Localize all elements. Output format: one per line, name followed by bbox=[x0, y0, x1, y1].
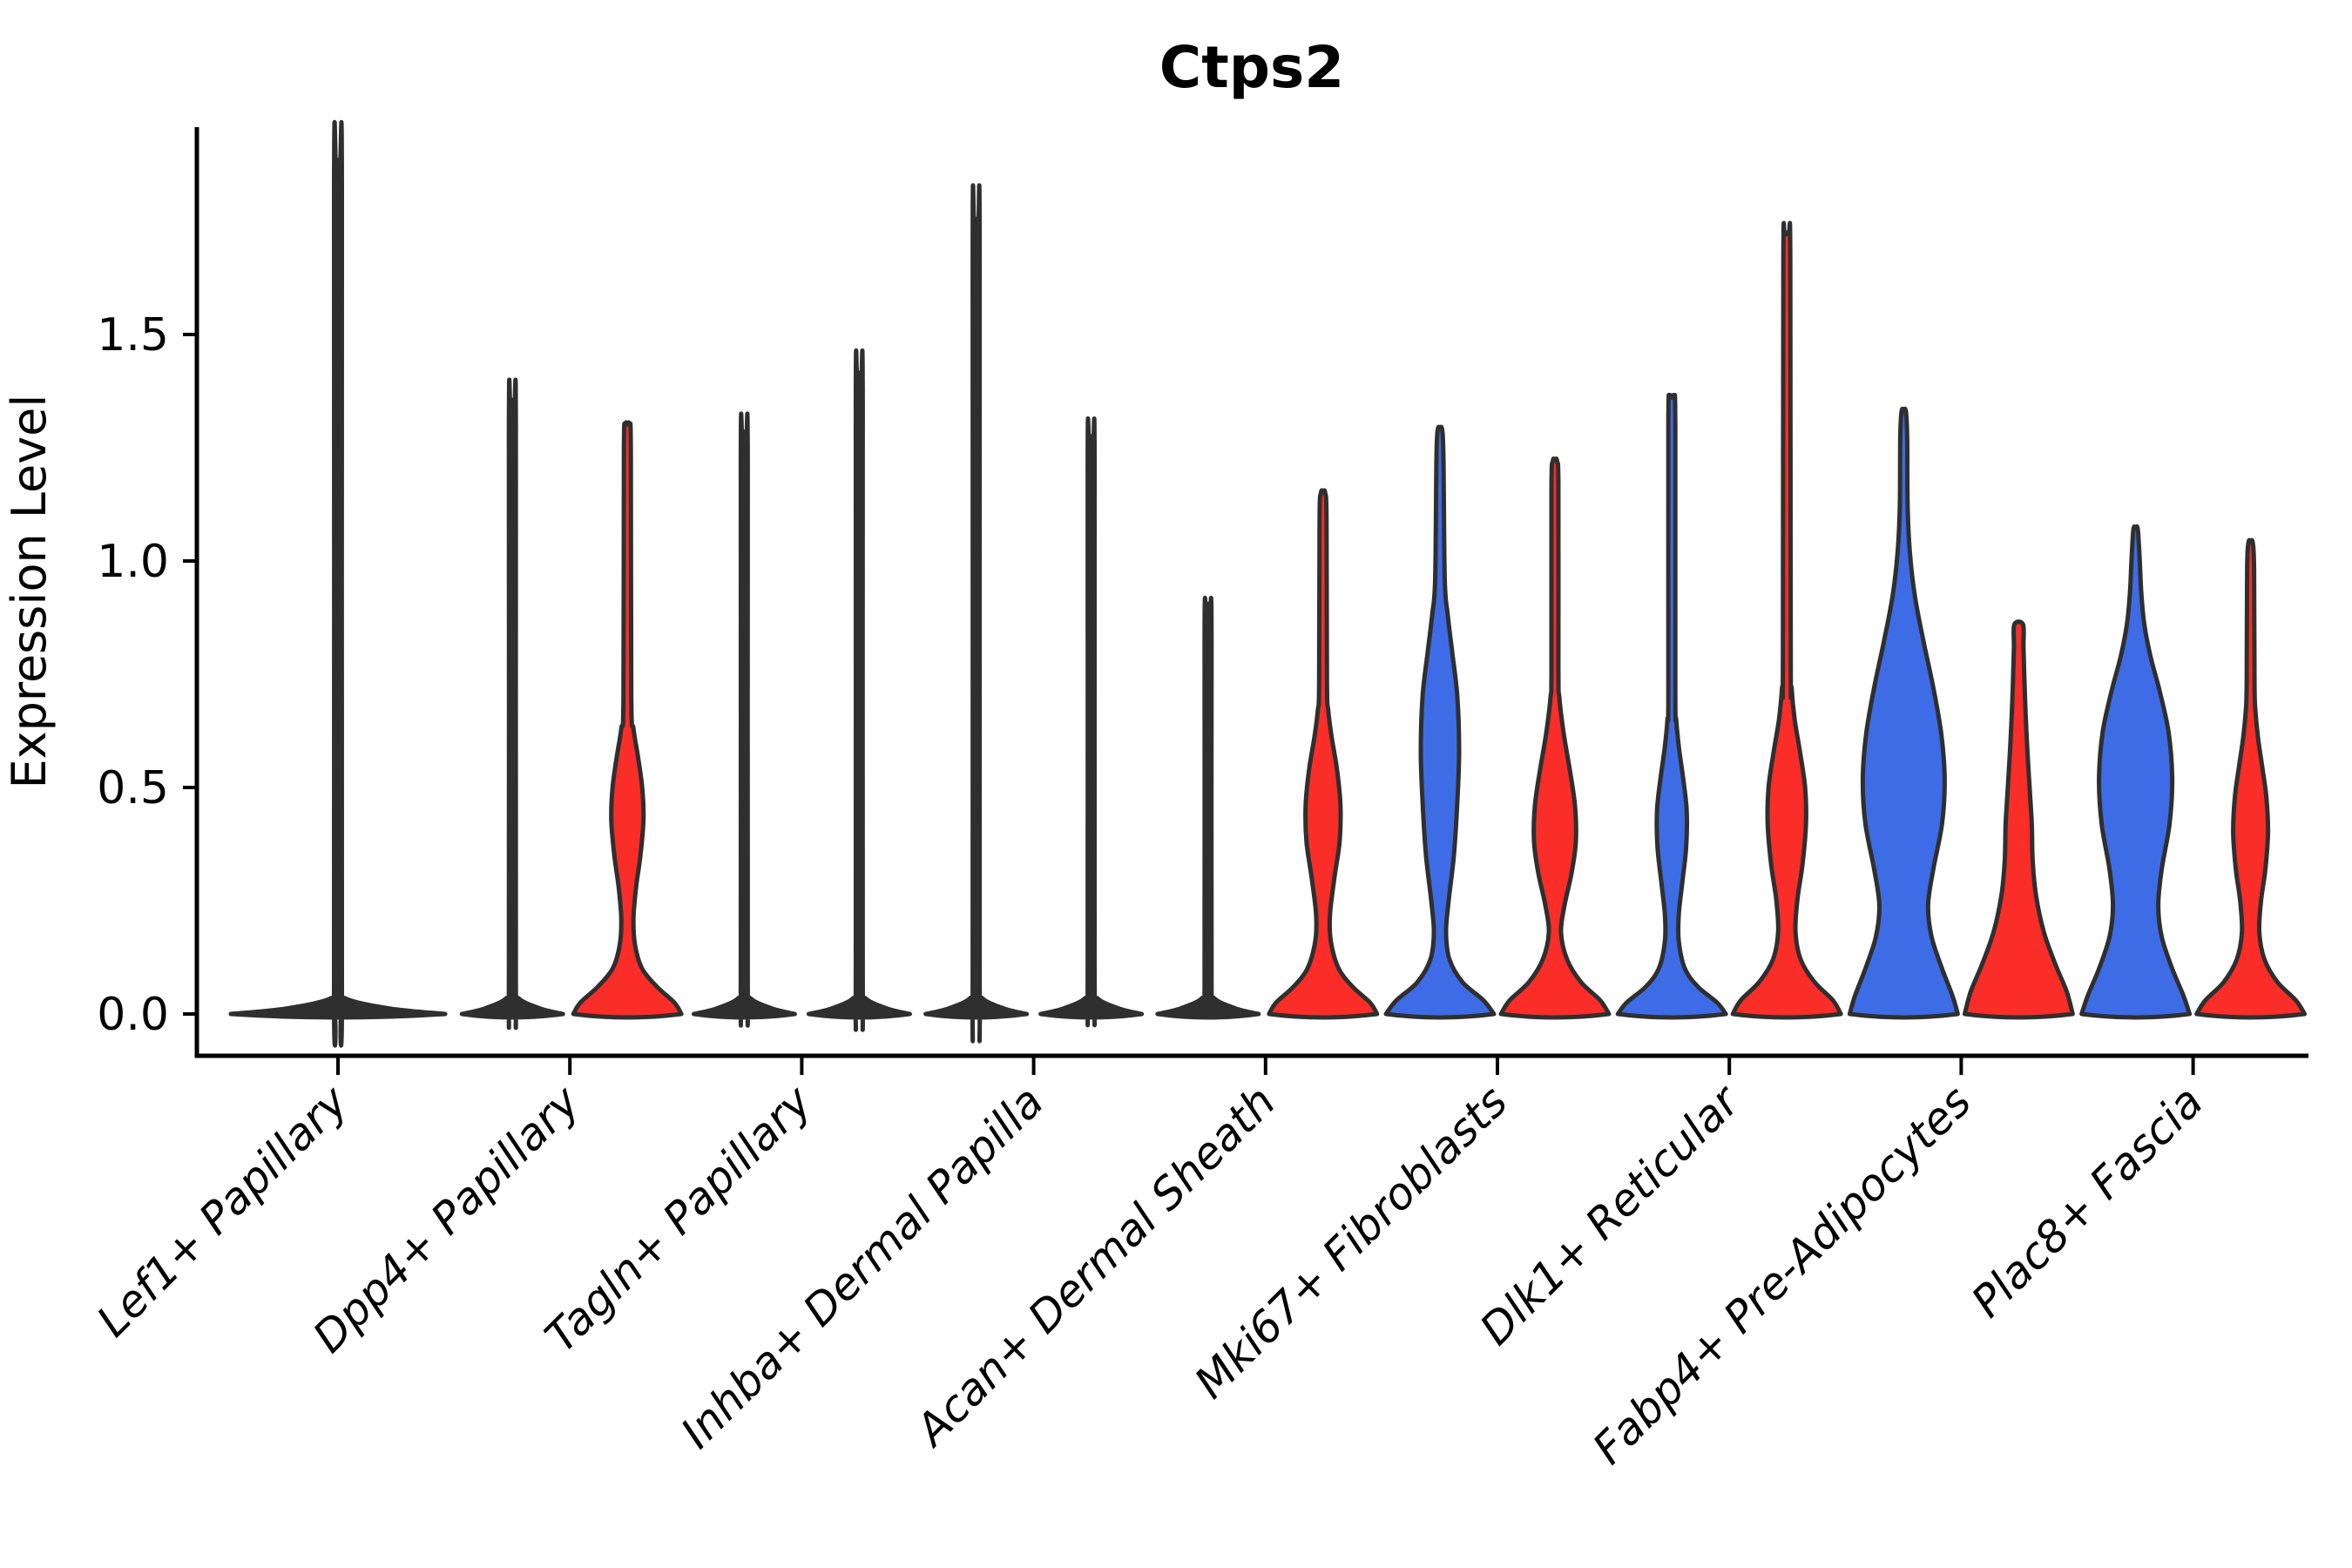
violin-dpp4-papillary-blue bbox=[459, 377, 565, 1031]
violin-plac8-fascia-red bbox=[2194, 537, 2308, 1020]
y-tick-label-0: 0.0 bbox=[97, 989, 169, 1041]
violin-inhba-dermal-papilla-blue bbox=[923, 183, 1030, 1044]
x-tick-label-lef1-papillary: Lef1+ Papillary bbox=[87, 1075, 358, 1346]
violin-acan-dermal-sheath-red bbox=[1267, 488, 1380, 1020]
axes-layer bbox=[183, 127, 2308, 1075]
violin-fabp4-pre-adipocytes-blue bbox=[1847, 406, 1960, 1020]
y-axis-label: Expression Level bbox=[2, 395, 57, 789]
violins-layer bbox=[228, 119, 2308, 1048]
violin-dlk1-reticular-red bbox=[1730, 220, 1843, 1020]
x-tick-label-fabp4-pre-adipocytes: Fabp4+ Pre-Adipocytes bbox=[1583, 1076, 1981, 1474]
violin-lef1-papillary-single bbox=[228, 119, 448, 1048]
violin-inhba-dermal-papilla-red bbox=[1038, 416, 1145, 1028]
chart-title: Ctps2 bbox=[1159, 34, 1344, 101]
y-tick-label-3: 1.5 bbox=[97, 309, 169, 362]
violin-acan-dermal-sheath-blue bbox=[1155, 596, 1261, 1020]
violin-tagln-papillary-red bbox=[806, 348, 912, 1032]
violin-plac8-fascia-blue bbox=[2079, 524, 2193, 1020]
violin-mki67-fibroblasts-blue bbox=[1383, 424, 1497, 1020]
x-tick-label-plac8-fascia: Plac8+ Fascia bbox=[1962, 1076, 2213, 1327]
y-tick-label-1: 0.5 bbox=[97, 762, 169, 814]
violin-dlk1-reticular-blue bbox=[1615, 392, 1728, 1020]
violin-mki67-fibroblasts-red bbox=[1498, 456, 1612, 1020]
violin-fabp4-pre-adipocytes-red bbox=[1962, 619, 2075, 1020]
violin-tagln-papillary-blue bbox=[691, 411, 797, 1028]
violin-dpp4-papillary-red bbox=[571, 420, 684, 1020]
y-tick-label-2: 1.0 bbox=[97, 536, 169, 588]
